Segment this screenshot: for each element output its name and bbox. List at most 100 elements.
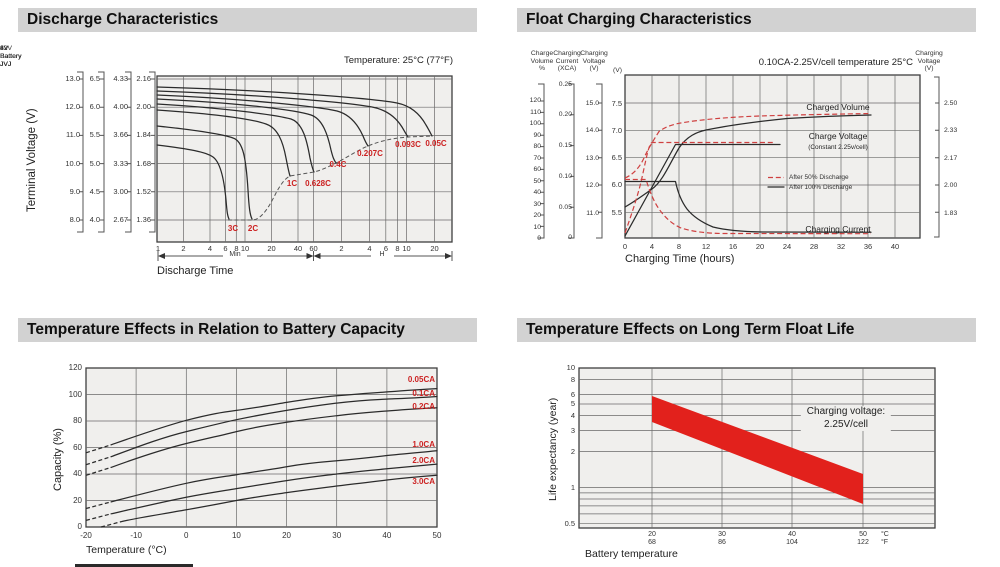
tick-label: 2.33: [944, 127, 958, 134]
tick-label: 14.0: [585, 127, 599, 134]
tick-label: 16: [728, 242, 738, 251]
tick-label: 120: [529, 97, 541, 104]
tick-label: 10: [231, 531, 241, 540]
tick-label: 40 104: [786, 531, 798, 546]
temperature-note: Temperature: 25°C (77°F): [344, 55, 453, 66]
tick-label: 11.0: [65, 130, 80, 140]
tick-label: 8: [676, 242, 682, 251]
scale-6v-ticks: 6.5 6.0 5.5 5.0 4.5 4.0: [80, 75, 100, 224]
charge-volume-header: Charge Volume %: [530, 50, 554, 72]
tick-label: 4.00: [113, 102, 128, 112]
tick-label: 110: [530, 108, 541, 116]
tick-label: 6.0: [611, 180, 622, 190]
tick-label: 100: [529, 120, 541, 127]
tick-label: 20: [267, 244, 276, 253]
tick-label: 40: [533, 189, 541, 196]
curve-label: 0.05C: [425, 139, 447, 148]
tick-label: 20: [73, 495, 82, 505]
plot-voltage-unit: (V): [612, 67, 622, 74]
tick-label: 30: [533, 200, 541, 208]
tick-label: 50 122: [857, 531, 869, 546]
curve-label: 1.0CA: [412, 440, 435, 449]
charging-condition-note: 0.10CA-2.25V/cell temperature 25°C: [758, 57, 913, 68]
float-life-plot: [578, 367, 936, 529]
x-unit-min: Min: [229, 251, 241, 258]
tick-label: 40: [73, 469, 82, 478]
tick-label: 3.00: [113, 186, 128, 196]
battery-scale-header: 2V Battery JVJ: [0, 45, 22, 68]
tick-label: 4: [649, 242, 655, 251]
tick-label: 60: [73, 442, 82, 452]
charging-time-ticks: 0 4 8 12 16 20 24 28 32 36 40: [615, 242, 905, 251]
tick-label: 1.68: [136, 158, 151, 168]
battery-scale-header: 6V Battery JVJ: [0, 45, 22, 68]
tick-label: 2.67: [113, 214, 128, 224]
tick-label: 3: [570, 425, 575, 435]
right-voltage-header: Charging Voltage (V): [915, 50, 943, 72]
tick-label: 0.20: [558, 111, 572, 119]
tick-label: 4.5: [89, 186, 100, 196]
tick-label: 30 86: [718, 531, 726, 546]
tick-label: 1.84: [136, 130, 151, 140]
float-life-y-axis-title: Life expectancy (year): [547, 397, 559, 502]
charging-current-header: Charging Current (XCA): [553, 50, 581, 72]
tick-label: 4: [570, 410, 575, 420]
tick-label: 1.36: [136, 214, 151, 224]
curve-label: 0.2CA: [412, 401, 435, 411]
tick-label: 28: [809, 242, 819, 251]
tick-label: 9.0: [69, 186, 80, 196]
tick-label: 2.00: [944, 182, 958, 189]
tick-label: 6.5: [89, 74, 100, 83]
curve-label: 3.0CA: [412, 477, 435, 486]
tick-label: 30: [332, 531, 342, 540]
tick-label: 0: [622, 242, 628, 251]
tick-label: 2: [181, 244, 186, 253]
tick-label: 6.5: [611, 153, 622, 162]
tick-label: 6: [383, 244, 389, 253]
tick-label: 8.0: [69, 214, 80, 224]
tick-label: 40: [293, 244, 303, 253]
tick-label: 6: [223, 244, 228, 253]
tick-label: 10.0: [65, 158, 80, 168]
tick-label: 12: [701, 242, 711, 251]
tick-label: 8: [570, 374, 575, 384]
charging-current-ticks: 0.25 0.20 0.15 0.10 0.05 0: [548, 81, 572, 242]
tick-label: 0.25: [558, 80, 572, 88]
section-title-discharge: Discharge Characteristics: [18, 8, 477, 32]
tick-label: 120: [68, 363, 82, 372]
legend-after-100-discharge: After 100% Discharge: [789, 183, 853, 191]
charge-voltage-label: Charge Voltage: [808, 131, 868, 141]
tick-label: 8: [395, 244, 400, 253]
tick-label: 3.33: [113, 158, 128, 168]
section-title-capacity: Temperature Effects in Relation to Batte…: [18, 318, 477, 342]
temperature-unit-label: °C °F: [881, 531, 889, 546]
tick-label: 15.0: [585, 99, 599, 107]
tick-label: -10: [130, 531, 142, 540]
charging-voltage-header: Charging Voltage (V): [580, 50, 608, 72]
tick-label: 90: [533, 131, 541, 139]
discharge-y-axis-title: Terminal Voltage (V): [26, 108, 38, 212]
tick-label: 80: [73, 416, 82, 425]
section-title-float-life: Temperature Effects on Long Term Float L…: [517, 318, 976, 342]
tick-label: 5.5: [611, 207, 622, 217]
scale-2v-ticks: 2.16 2.00 1.84 1.68 1.52 1.36: [128, 75, 151, 224]
tick-label: 50: [432, 531, 442, 540]
tick-label: 20: [755, 242, 765, 251]
x-unit-hours: H: [379, 251, 385, 258]
tick-label: 12.0: [585, 182, 599, 189]
tick-label: 0.5: [564, 518, 575, 528]
tick-label: 60: [533, 166, 541, 173]
battery-scale-header: 4V Battery JVJ: [0, 45, 22, 68]
curve-label: 2C: [247, 224, 259, 233]
curve-label: 2.0CA: [412, 455, 435, 465]
charging-voltage-annotation: Charging voltage: 2.25V/cell: [800, 406, 892, 431]
tick-label: 40: [382, 531, 392, 540]
tick-label: 40: [890, 242, 900, 251]
tick-label: 10: [240, 244, 250, 253]
tick-label: 100: [68, 389, 82, 399]
scale-12v-ticks: 13.0 12.0 11.0 10.0 9.0 8.0: [50, 75, 80, 224]
tick-label: 2.17: [944, 154, 958, 162]
float-charging-plot: [538, 74, 940, 239]
